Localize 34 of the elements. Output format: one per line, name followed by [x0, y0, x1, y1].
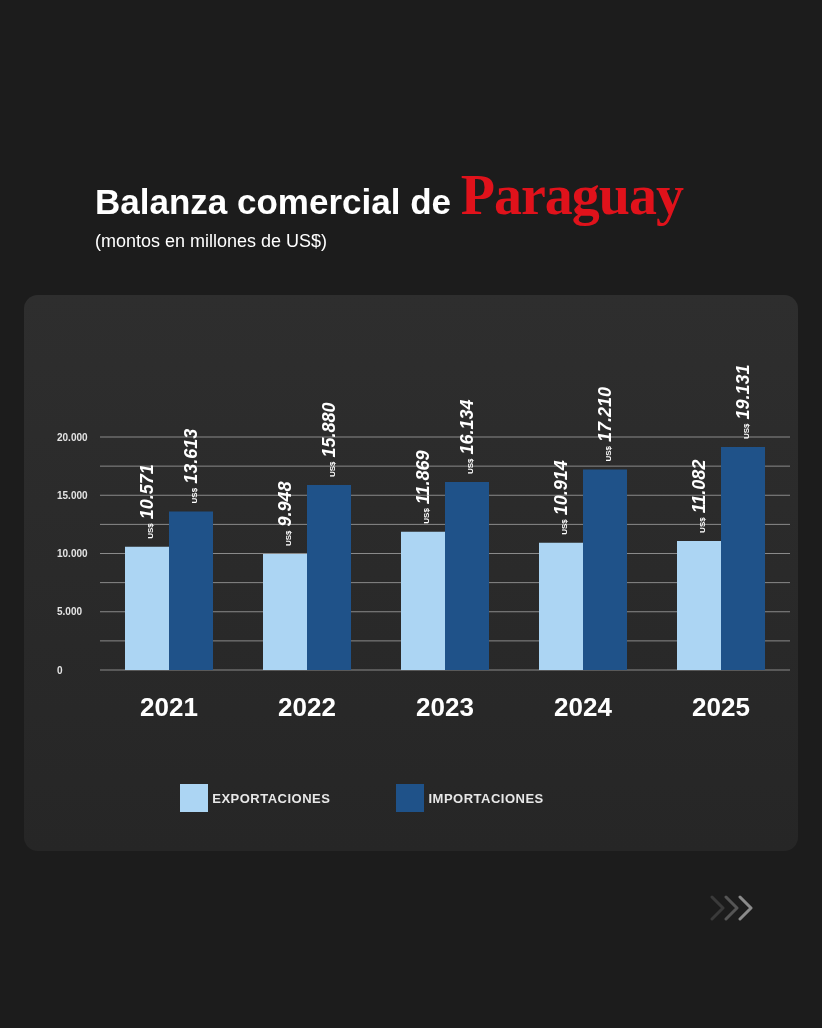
y-tick-label: 5.000: [57, 606, 83, 618]
data-label: US$ 11.082: [688, 459, 709, 533]
x-tick-label: 2022: [278, 692, 336, 722]
data-label: US$ 16.134: [456, 399, 477, 475]
legend-label: EXPORTACIONES: [212, 790, 331, 806]
bar: [677, 540, 721, 670]
bar: [445, 482, 489, 670]
bar: [583, 469, 627, 670]
x-tick-label: 2024: [554, 692, 613, 722]
data-label: US$ 10.571: [136, 464, 157, 539]
bar: [169, 511, 213, 670]
bar: [721, 447, 765, 670]
chart-subtitle: (montos en millones de US$): [95, 231, 328, 252]
bar: [263, 554, 307, 670]
bar: [539, 542, 583, 670]
data-label: US$ 17.210: [594, 386, 615, 462]
data-label: US$ 10.914: [550, 460, 571, 535]
x-tick-label: 2025: [692, 692, 750, 722]
chart-title: Balanza comercial de Paraguay: [95, 164, 683, 226]
bar: [125, 546, 169, 670]
y-tick-label: 15.000: [57, 489, 89, 501]
x-tick-label: 2021: [140, 692, 198, 722]
x-tick-label: 2023: [416, 692, 474, 722]
bar: [307, 485, 351, 670]
bar: [401, 531, 445, 670]
data-label: US$ 9.948: [274, 481, 295, 547]
y-tick-label: 20.000: [57, 431, 89, 443]
data-label: US$ 15.880: [318, 402, 339, 477]
data-label: US$ 13.613: [180, 428, 201, 504]
y-tick-label: 10.000: [57, 548, 89, 559]
legend-label: IMPORTACIONES: [428, 790, 544, 806]
data-label: US$ 19.131: [732, 364, 753, 440]
data-label: US$ 11.869: [412, 450, 433, 524]
y-tick-label: 0: [57, 664, 63, 676]
